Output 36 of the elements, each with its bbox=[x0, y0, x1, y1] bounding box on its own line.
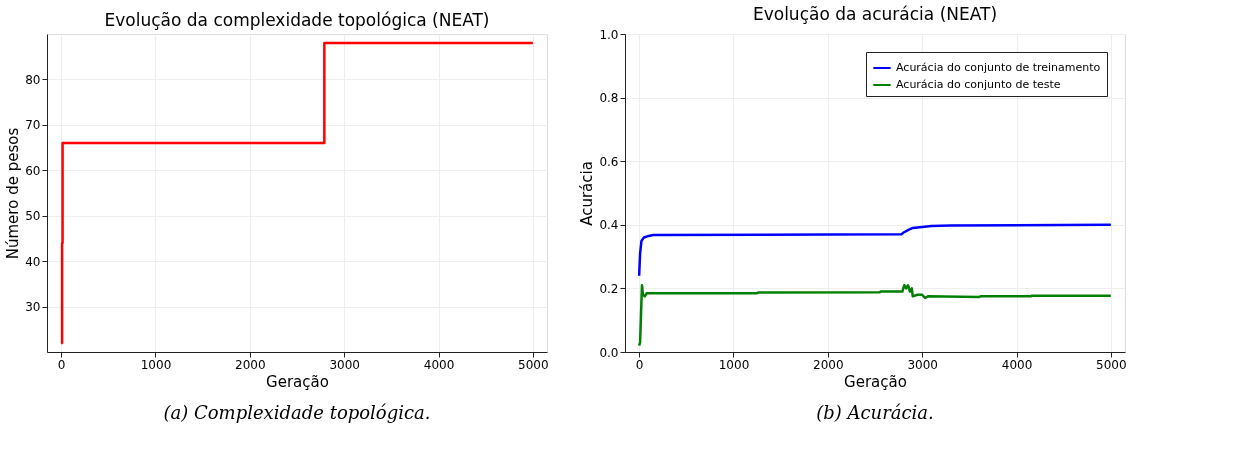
y-tick-label: 40 bbox=[25, 254, 41, 269]
x-axis-title: Geração bbox=[844, 372, 907, 391]
y-tick-label: 70 bbox=[25, 118, 41, 133]
x-tick-label: 4000 bbox=[1001, 357, 1033, 372]
x-tick-label: 3000 bbox=[907, 357, 938, 372]
y-axis-title: Acurácia bbox=[578, 161, 597, 226]
chart-title: Evolução da acurácia (NEAT) bbox=[752, 4, 998, 24]
y-tick-label: 1.0 bbox=[599, 27, 619, 42]
legend-label: Acurácia do conjunto de teste bbox=[896, 78, 1061, 91]
x-tick-label: 3000 bbox=[329, 357, 360, 372]
x-tick-label: 5000 bbox=[1096, 357, 1127, 372]
line-series bbox=[637, 283, 1113, 347]
y-tick-label: 30 bbox=[25, 300, 41, 315]
text: (a) Complexidade topológica. bbox=[163, 402, 431, 423]
x-tick-label: 4000 bbox=[423, 357, 455, 372]
x-tick-label: 1000 bbox=[140, 357, 172, 372]
text: (b) Acurácia. bbox=[816, 402, 934, 423]
y-tick-label: 50 bbox=[25, 209, 41, 224]
line-series bbox=[637, 223, 1113, 277]
x-tick-label: 2000 bbox=[813, 357, 844, 372]
y-tick-label: 0.0 bbox=[599, 345, 619, 360]
y-tick-label: 60 bbox=[25, 163, 41, 178]
x-axis-title: Geração bbox=[266, 372, 329, 391]
chart-title: Evolução da complexidade topológica (NEAT) bbox=[104, 10, 490, 30]
x-tick-label: 0 bbox=[57, 357, 66, 372]
y-tick-label: 0.8 bbox=[599, 91, 619, 106]
y-tick-label: 0.6 bbox=[599, 154, 619, 169]
y-axis-title: Número de pesos bbox=[4, 127, 23, 260]
y-tick-label: 80 bbox=[25, 72, 41, 87]
y-tick-label: 0.4 bbox=[599, 218, 619, 233]
x-tick-label: 5000 bbox=[518, 357, 549, 372]
x-tick-label: 2000 bbox=[235, 357, 266, 372]
y-tick-label: 0.2 bbox=[599, 281, 619, 296]
x-tick-label: 0 bbox=[635, 357, 644, 372]
x-tick-label: 1000 bbox=[718, 357, 750, 372]
legend-label: Acurácia do conjunto de treinamento bbox=[896, 61, 1101, 74]
